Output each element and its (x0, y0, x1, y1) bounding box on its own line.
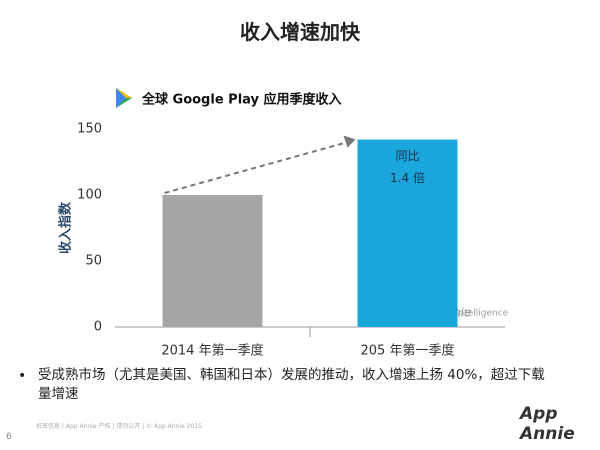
chart-title: 全球 Google Play 应用季度收入 (141, 92, 342, 108)
annotation: 同比 (395, 149, 419, 163)
play-icon-part (116, 88, 126, 108)
y-tick-label: 100 (77, 188, 102, 203)
annotation: 1.4 倍 (390, 170, 425, 185)
bullet-text: 受成熟市场（尤其是美国、韩国和日本）发展的推动，收入增速上扬 40%，超过下载量… (38, 367, 545, 402)
arrow-head (343, 135, 356, 148)
play-icon-part (116, 88, 132, 98)
footer: 机密信息 | App Annie 产权 | 请勿公开 | © App Annie… (36, 423, 202, 430)
bar (162, 195, 263, 327)
y-tick-label: 150 (77, 122, 102, 137)
x-tick-label: 205 年第一季度 (361, 343, 455, 359)
page-number: 6 (6, 432, 12, 442)
y-tick-label: 50 (85, 254, 102, 269)
bar (357, 139, 458, 327)
slide-title: 收入增速加快 (240, 20, 360, 44)
x-tick-label: 2014 年第一季度 (161, 343, 263, 359)
bullet-dot: • (18, 368, 27, 384)
logo: App Annie (520, 404, 575, 444)
y-axis-label: 收入指数 (58, 201, 74, 254)
y-tick-label: 0 (94, 320, 102, 335)
watermark-suffix: intelligence (456, 309, 509, 319)
growth-arrow (164, 140, 350, 194)
